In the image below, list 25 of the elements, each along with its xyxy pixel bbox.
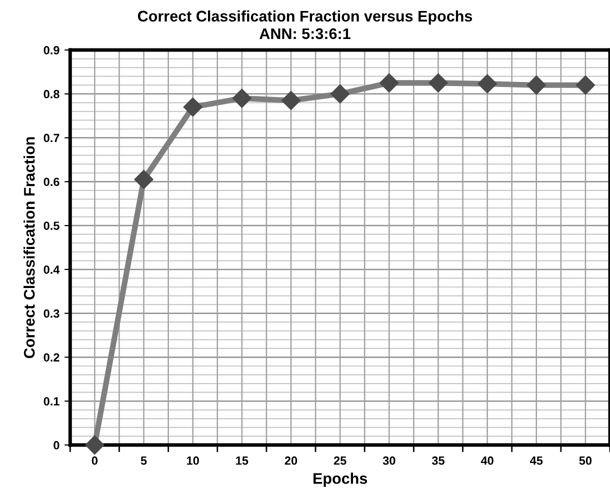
y-tick-label: 0.7 <box>44 134 60 142</box>
y-tick-label: 0.2 <box>44 353 60 362</box>
x-tick-label: 30 <box>382 456 396 465</box>
x-tick-label: 50 <box>579 456 592 465</box>
chart-title: Correct Classification Fraction versus Epochs <box>138 10 472 25</box>
x-tick-label: 25 <box>334 456 346 465</box>
x-tick-label: 5 <box>140 456 147 465</box>
x-tick-label: 0 <box>92 456 98 465</box>
y-tick-label: 0 <box>54 441 60 450</box>
y-axis-title: Correct Classification Fraction <box>24 137 35 358</box>
chart-subtitle: ANN: 5:3:6:1 <box>260 28 350 40</box>
x-tick-label: 20 <box>284 456 298 465</box>
x-tick-label: 40 <box>480 456 494 465</box>
y-tick-label: 0.3 <box>44 309 60 318</box>
x-tick-label: 10 <box>187 456 199 465</box>
y-tick-label: 0.4 <box>44 265 60 274</box>
x-tick-label: 35 <box>432 456 444 465</box>
y-tick-label: 0.1 <box>44 397 60 406</box>
x-tick-label: 15 <box>236 456 248 465</box>
y-tick-label: 0.6 <box>44 178 60 186</box>
y-tick-label: 0.5 <box>44 222 60 230</box>
y-tick-label: 0.8 <box>44 90 60 98</box>
y-tick-label: 0.9 <box>44 46 60 54</box>
x-axis-title: Epochs <box>314 472 368 487</box>
x-tick-label: 45 <box>530 456 543 465</box>
